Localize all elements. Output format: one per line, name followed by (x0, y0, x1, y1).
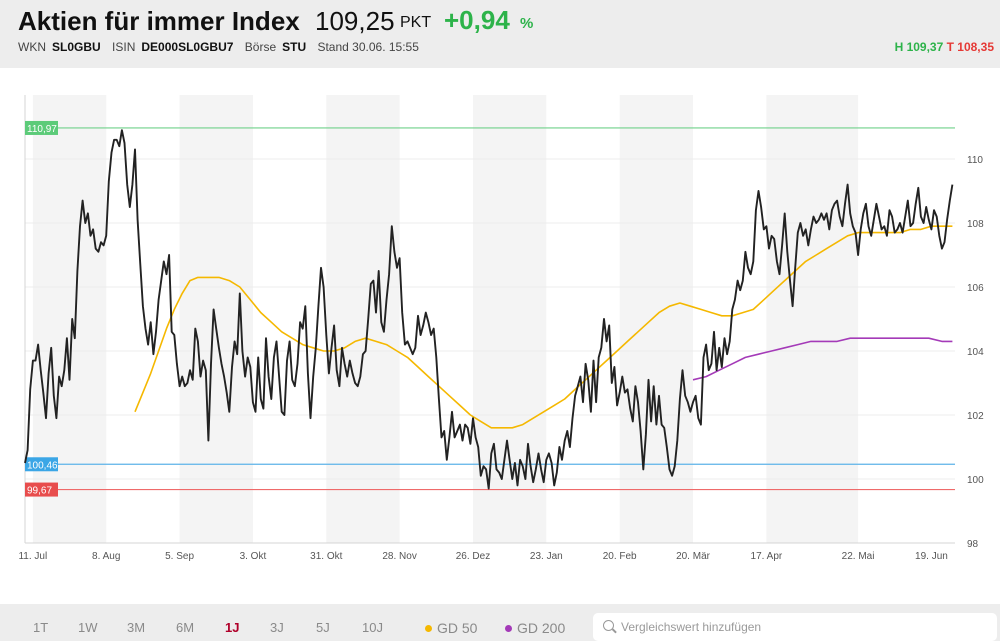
x-tick-label: 20. Feb (603, 551, 637, 562)
range-button-1w[interactable]: 1W (78, 620, 98, 635)
reference-badge (25, 457, 58, 472)
range-button-10j[interactable]: 10J (362, 620, 383, 635)
reference-label: 100,46 (27, 460, 58, 471)
series-lines (24, 129, 954, 490)
grid-lines (24, 95, 955, 544)
y-tick-label: 106 (967, 283, 984, 294)
month-band (32, 95, 107, 543)
range-button-5j[interactable]: 5J (316, 620, 330, 635)
x-tick-label: 20. Mär (676, 551, 711, 562)
chart-area[interactable]: 110,97 100,46 99,67 98 100 102 104 106 108 110 1… (0, 68, 1000, 604)
x-tick-label: 8. Aug (92, 551, 120, 562)
current-price: 109,25 (315, 6, 395, 36)
y-axis: 98 100 102 104 106 108 110 (967, 155, 984, 550)
month-band (766, 95, 859, 543)
legend-gd200-label: GD 200 (517, 620, 566, 636)
legend-gd50[interactable]: GD 50 (425, 620, 477, 636)
y-tick-label: 98 (967, 539, 979, 550)
reference-badge (25, 120, 58, 135)
y-tick-label: 102 (967, 411, 984, 422)
x-tick-label: 11. Jul (18, 551, 47, 562)
range-button-3m[interactable]: 3M (127, 620, 146, 635)
wkn-label: WKN (18, 40, 46, 54)
x-axis: 11. Jul 8. Aug 5. Sep 3. Okt 31. Okt 28. Nov 2… (18, 551, 947, 562)
stand-timestamp: Stand 30.06. 15:55 (317, 40, 419, 54)
x-tick-label: 22. Mai (842, 551, 875, 562)
index-title: Aktien für immer Index (18, 6, 300, 36)
range-button-1j[interactable]: 1J (225, 620, 240, 635)
security-meta: WKN SL0GBU ISIN DE000SL0GBU7 Börse STU Stan… (18, 40, 425, 54)
range-button-6m[interactable]: 6M (176, 620, 195, 635)
price-series-line (24, 129, 954, 490)
x-tick-label: 3. Okt (240, 551, 267, 562)
compare-search-input[interactable]: Vergleichswert hinzufügen (593, 613, 997, 641)
price-chart[interactable]: 110,97 100,46 99,67 98 100 102 104 106 108 110 1… (0, 68, 1000, 604)
legend-gd200[interactable]: GD 200 (505, 620, 565, 636)
quote-header: Aktien für immer Index 109,25 PKT +0,94 … (0, 0, 1000, 68)
range-button-1t[interactable]: 1T (33, 620, 49, 635)
day-high-low: H 109,37 T 108,35 (895, 40, 994, 54)
x-tick-label: 28. Nov (382, 551, 416, 562)
wkn-value: SL0GBU (52, 40, 101, 54)
reference-label: 110,97 (27, 124, 57, 135)
y-tick-label: 104 (967, 347, 984, 358)
y-tick-label: 108 (967, 219, 984, 230)
x-tick-label: 19. Jun (915, 551, 948, 562)
gd200-series-line (692, 337, 953, 381)
compare-placeholder: Vergleichswert hinzufügen (621, 620, 762, 634)
x-tick-label: 17. Apr (751, 551, 783, 562)
gd200-dot-icon (505, 625, 512, 632)
month-bands (32, 95, 859, 543)
search-icon (603, 620, 614, 631)
x-tick-label: 26. Dez (456, 551, 490, 562)
reference-badge (25, 482, 58, 497)
reference-label: 99,67 (27, 486, 52, 497)
day-low: T 108,35 (946, 40, 994, 54)
exchange-value: STU (282, 40, 307, 54)
legend-gd50-label: GD 50 (437, 620, 478, 636)
month-band (326, 95, 400, 543)
y-tick-label: 100 (967, 475, 984, 486)
gd50-series-line (134, 225, 953, 429)
isin-label: ISIN (112, 40, 136, 54)
month-band (179, 95, 253, 543)
x-tick-label: 31. Okt (310, 551, 342, 562)
x-tick-label: 23. Jan (530, 551, 563, 562)
x-tick-label: 5. Sep (165, 551, 194, 562)
isin-value: DE000SL0GBU7 (141, 40, 234, 54)
price-unit: PKT (400, 14, 432, 31)
y-tick-label: 110 (967, 155, 983, 166)
exchange-label: Börse (244, 40, 277, 54)
gd50-dot-icon (425, 625, 432, 632)
day-high: H 109,37 (894, 40, 944, 54)
price-change: +0,94 (444, 5, 510, 35)
month-band (619, 95, 694, 543)
chart-footer: 1T 1W 3M 6M 1J 3J 5J 10J GD 50 GD 200 Vergleich… (0, 604, 1000, 641)
price-change-unit: % (520, 15, 534, 32)
range-button-3j[interactable]: 3J (270, 620, 284, 635)
